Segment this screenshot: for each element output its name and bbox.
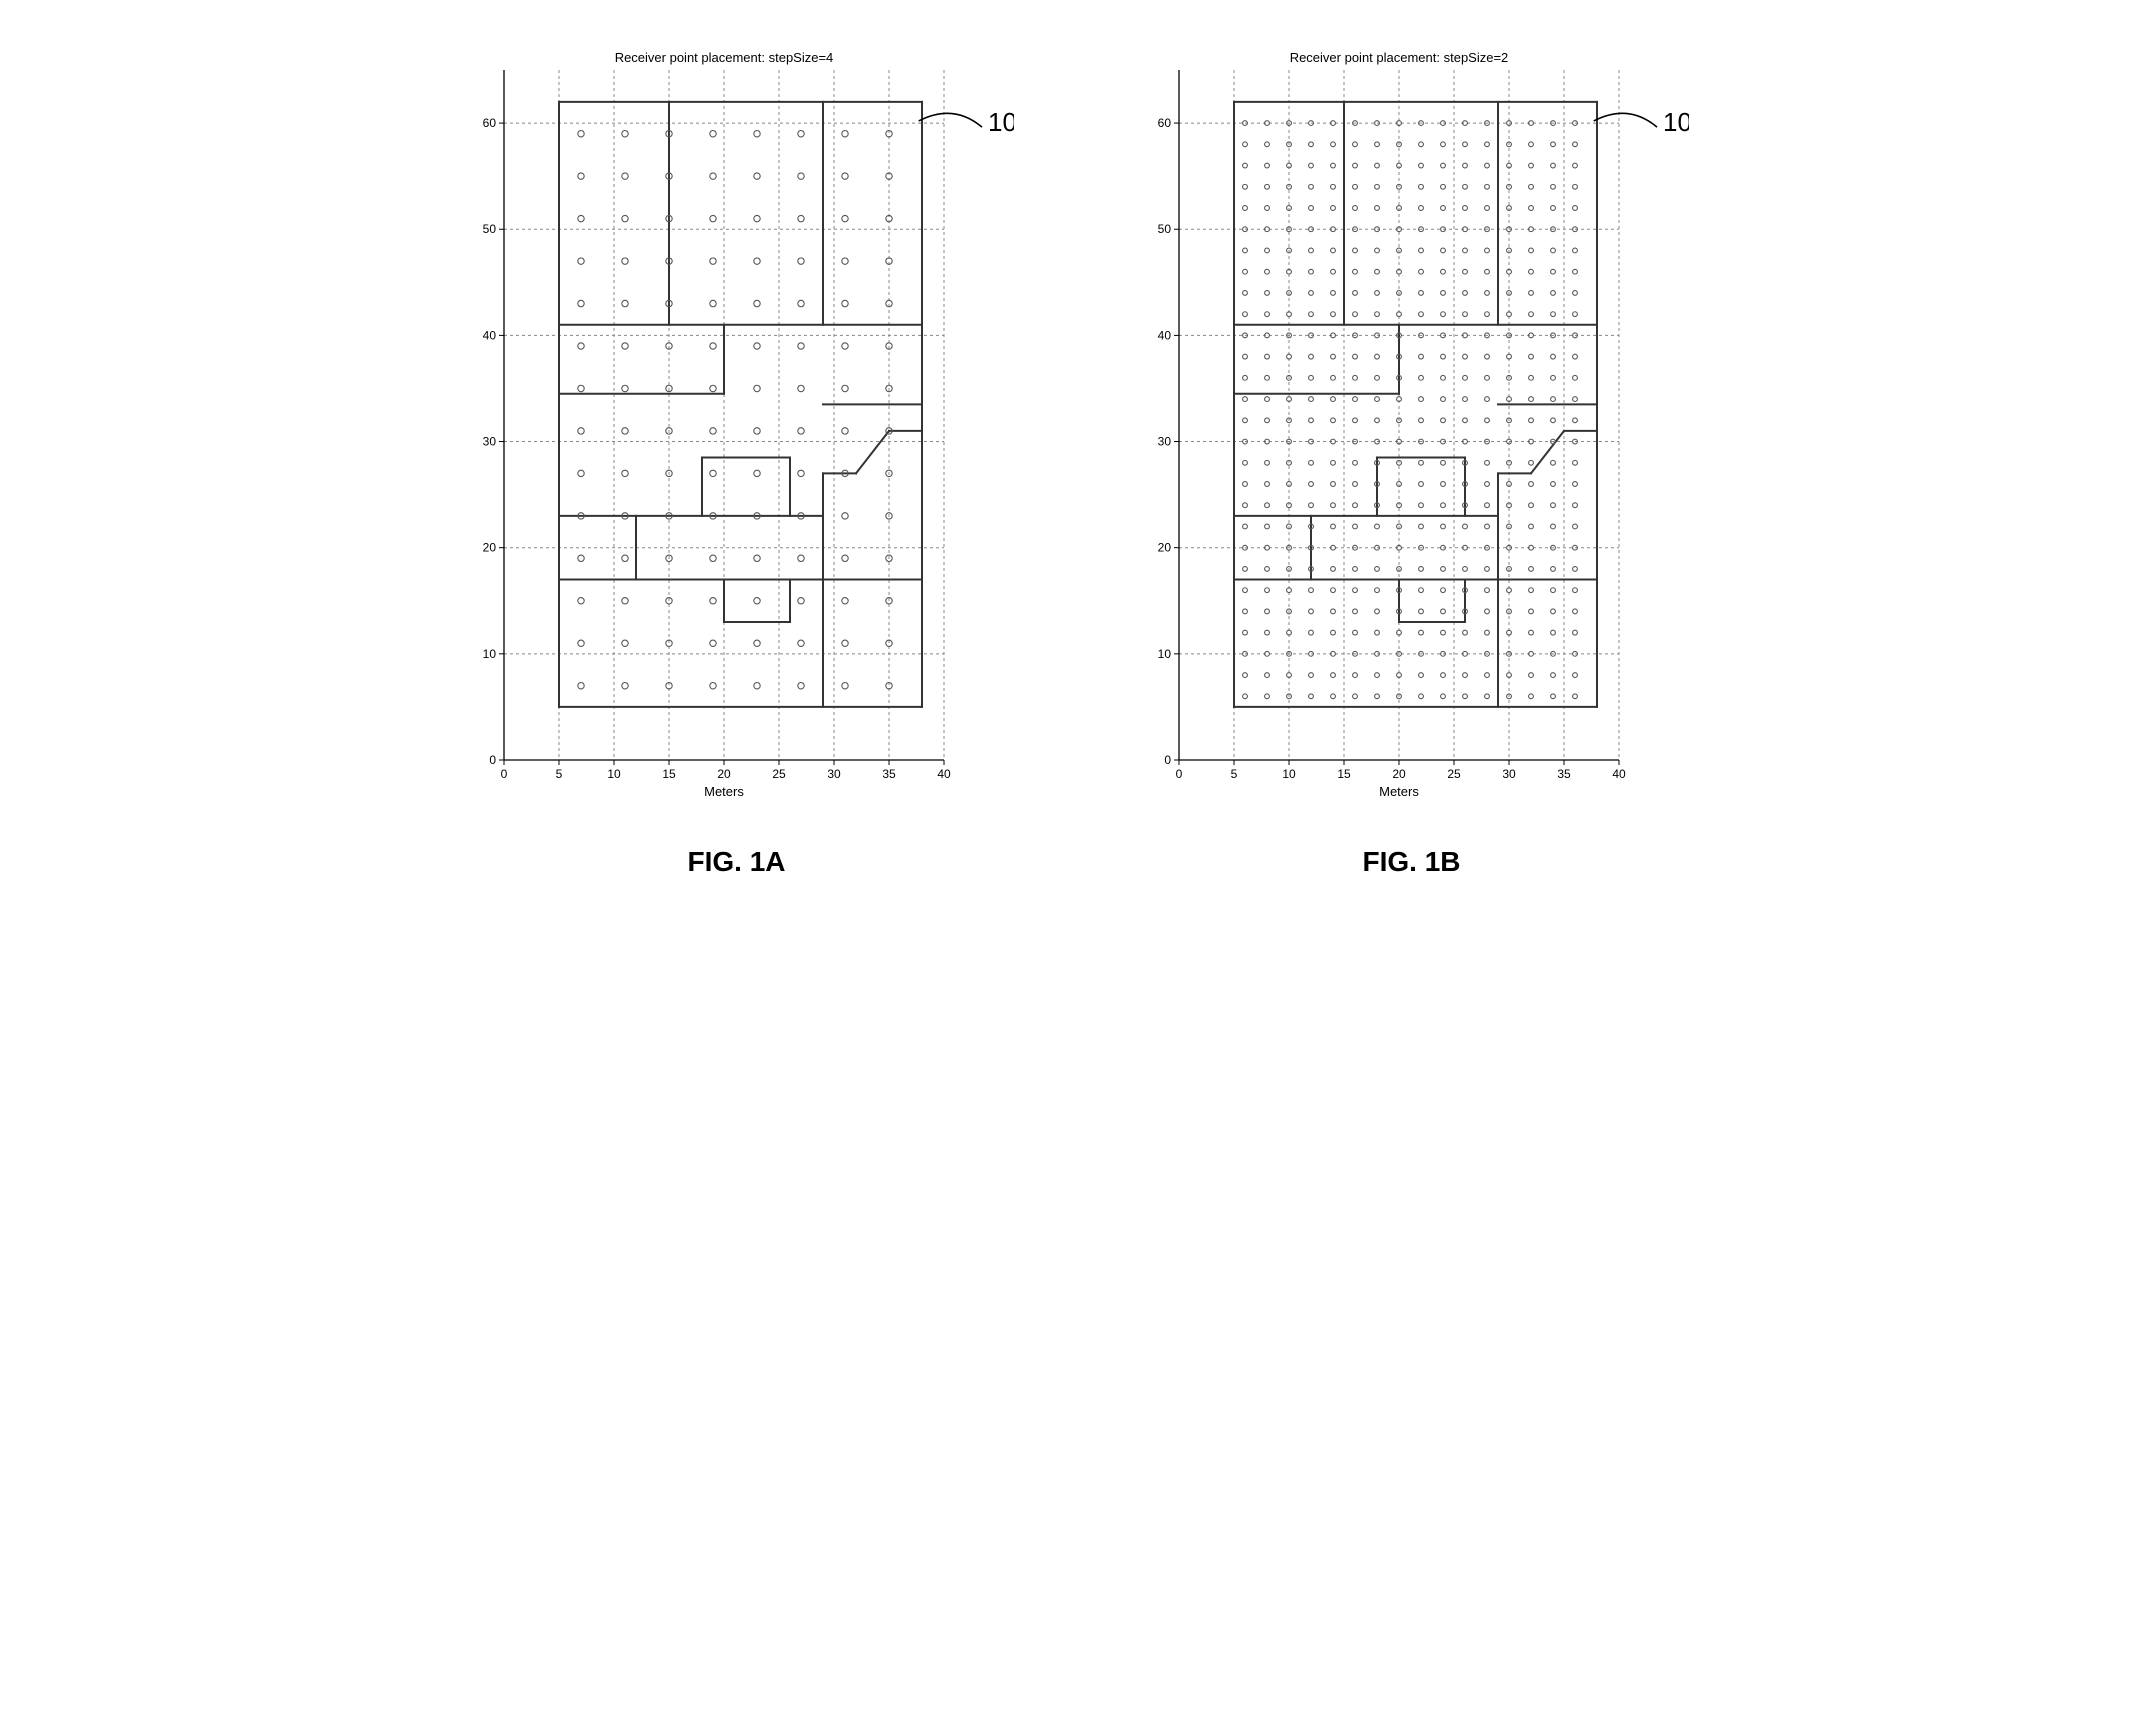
x-tick-label: 20 <box>1392 767 1406 781</box>
y-tick-label: 30 <box>483 435 497 449</box>
x-tick-label: 15 <box>1337 767 1351 781</box>
chart-title: Receiver point placement: stepSize=2 <box>1290 50 1509 65</box>
y-tick-label: 10 <box>1158 647 1172 661</box>
chart-svg: 0 5 10 15 20 25 30 35 40 0 10 20 30 40 50 60 Receiver po… <box>459 40 1014 805</box>
x-tick-label: 0 <box>501 767 508 781</box>
figure-b-plot: 0 5 10 15 20 25 30 35 40 0 10 20 30 40 50 60 Receiver po… <box>1134 40 1689 810</box>
x-tick-label: 15 <box>662 767 676 781</box>
x-tick-label: 10 <box>1282 767 1296 781</box>
x-tick-label: 40 <box>937 767 951 781</box>
x-tick-label: 10 <box>607 767 621 781</box>
y-tick-label: 40 <box>483 328 497 342</box>
x-tick-label: 5 <box>1231 767 1238 781</box>
y-tick-label: 30 <box>1158 435 1172 449</box>
y-tick-label: 60 <box>1158 116 1172 130</box>
x-tick-label: 25 <box>772 767 786 781</box>
figure-b-caption: FIG. 1B <box>1362 846 1460 878</box>
chart-svg: 0 5 10 15 20 25 30 35 40 0 10 20 30 40 50 60 Receiver po… <box>1134 40 1689 805</box>
x-axis-label: Meters <box>704 784 744 799</box>
y-tick-label: 0 <box>489 753 496 767</box>
y-tick-label: 40 <box>1158 328 1172 342</box>
x-tick-label: 35 <box>1557 767 1571 781</box>
y-tick-label: 10 <box>483 647 497 661</box>
x-tick-label: 5 <box>556 767 563 781</box>
y-tick-label: 50 <box>1158 222 1172 236</box>
chart-title: Receiver point placement: stepSize=4 <box>615 50 834 65</box>
x-tick-label: 25 <box>1447 767 1461 781</box>
x-tick-label: 20 <box>717 767 731 781</box>
x-tick-label: 35 <box>882 767 896 781</box>
x-tick-label: 30 <box>827 767 841 781</box>
callout-label: 105 <box>1663 107 1689 137</box>
y-tick-label: 60 <box>483 116 497 130</box>
figure-a-caption: FIG. 1A <box>687 846 785 878</box>
figures-row: 05101520253035400102030405060Receiver po… <box>40 40 2108 878</box>
callout-label: 105 <box>988 107 1014 137</box>
y-tick-label: 50 <box>483 222 497 236</box>
x-tick-label: 30 <box>1502 767 1516 781</box>
figure-b: 0 5 10 15 20 25 30 35 40 0 10 20 30 40 50 60 Receiver po… <box>1134 40 1689 878</box>
figure-a: 0 5 10 15 20 25 30 35 40 0 10 20 30 40 50 60 Receiver po… <box>459 40 1014 878</box>
x-axis-label: Meters <box>1379 784 1419 799</box>
y-tick-label: 20 <box>1158 541 1172 555</box>
y-tick-label: 0 <box>1164 753 1171 767</box>
y-tick-label: 20 <box>483 541 497 555</box>
figure-a-plot: 0 5 10 15 20 25 30 35 40 0 10 20 30 40 50 60 Receiver po… <box>459 40 1014 810</box>
x-tick-label: 0 <box>1176 767 1183 781</box>
x-tick-label: 40 <box>1612 767 1626 781</box>
